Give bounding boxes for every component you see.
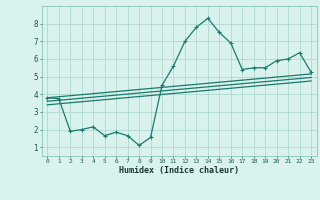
X-axis label: Humidex (Indice chaleur): Humidex (Indice chaleur)	[119, 166, 239, 175]
